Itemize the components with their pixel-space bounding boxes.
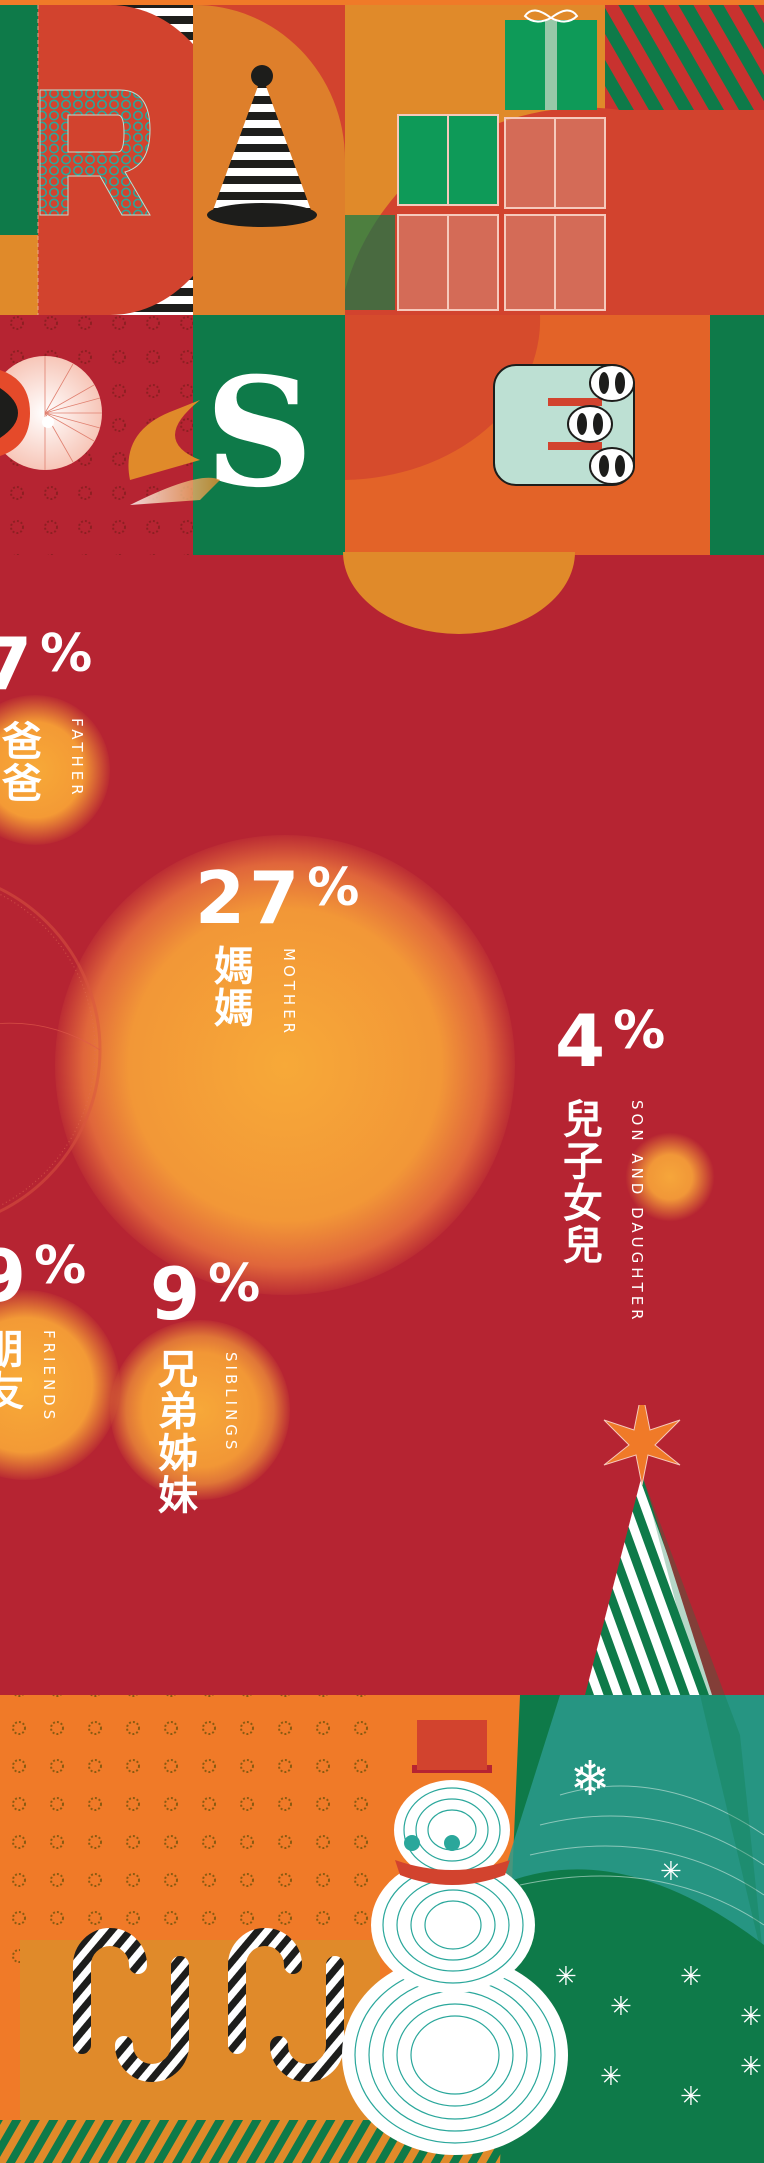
son-daughter-label-en: SON AND DAUGHTER: [628, 1100, 646, 1324]
toilet-roll-icon: [493, 364, 635, 486]
mother-percent-value: 27: [195, 856, 304, 940]
svg-text:✳: ✳: [660, 1857, 682, 1887]
son-daughter-percent-unit: %: [613, 1001, 666, 1061]
siblings-percent-unit: %: [208, 1254, 261, 1314]
mother-percent: 27%: [195, 862, 359, 934]
friends-percent: 9%: [0, 1240, 86, 1312]
party-hat-icon: [207, 65, 317, 227]
glow-mother: [55, 835, 515, 1295]
father-percent-value: 7: [0, 622, 37, 706]
left-sunburst: [0, 887, 102, 1213]
mother-label-en: MOTHER: [280, 948, 298, 1038]
son-daughter-label-zh: 兒子女兒: [556, 1098, 602, 1266]
friends-percent-unit: %: [34, 1236, 87, 1296]
siblings-percent-value: 9: [150, 1252, 205, 1336]
siblings-percent: 9%: [150, 1258, 260, 1330]
svg-text:✳: ✳: [740, 2052, 762, 2082]
svg-text:✳: ✳: [600, 2062, 622, 2092]
mother-percent-unit: %: [307, 858, 360, 918]
glow-son-daughter: [625, 1132, 715, 1222]
letter-s: S: [205, 345, 313, 521]
candy-cane-icon: [73, 1928, 344, 2082]
svg-text:✳: ✳: [555, 1962, 577, 1992]
siblings-label-en: SIBLINGS: [222, 1352, 240, 1454]
snowflake-icon: ❄: [570, 1751, 610, 1807]
christmas-tree-icon: [585, 1475, 764, 1965]
friends-label-en: FRIENDS: [40, 1330, 58, 1424]
father-label-en: FATHER: [68, 718, 86, 799]
star-icon: [603, 1405, 681, 1486]
friends-percent-value: 9: [0, 1234, 31, 1318]
svg-text:✳: ✳: [610, 1992, 632, 2022]
footer-art: ❄ ✳ ✳ ✳ ✳ ✳ ✳ ✳ ✳: [0, 1405, 764, 2163]
header-art: S: [0, 0, 764, 634]
svg-text:✳: ✳: [680, 2082, 702, 2112]
sunburst-face-icon: [0, 356, 102, 470]
glow-siblings: [110, 1320, 290, 1500]
son-daughter-percent: 4%: [555, 1005, 665, 1077]
son-daughter-percent-value: 4: [555, 999, 610, 1083]
father-percent: 7%: [0, 628, 92, 700]
snowman-icon: [342, 1720, 568, 2155]
father-percent-unit: %: [40, 624, 93, 684]
mother-label-zh: 媽媽: [207, 945, 253, 1029]
gift-box-icon: [345, 9, 606, 311]
svg-text:✳: ✳: [740, 2002, 762, 2032]
father-label-zh: 爸爸: [0, 720, 41, 804]
friends-label-zh: 朋友: [0, 1328, 23, 1412]
svg-text:✳: ✳: [680, 1962, 702, 1992]
siblings-label-zh: 兄弟姊妹: [151, 1348, 197, 1516]
